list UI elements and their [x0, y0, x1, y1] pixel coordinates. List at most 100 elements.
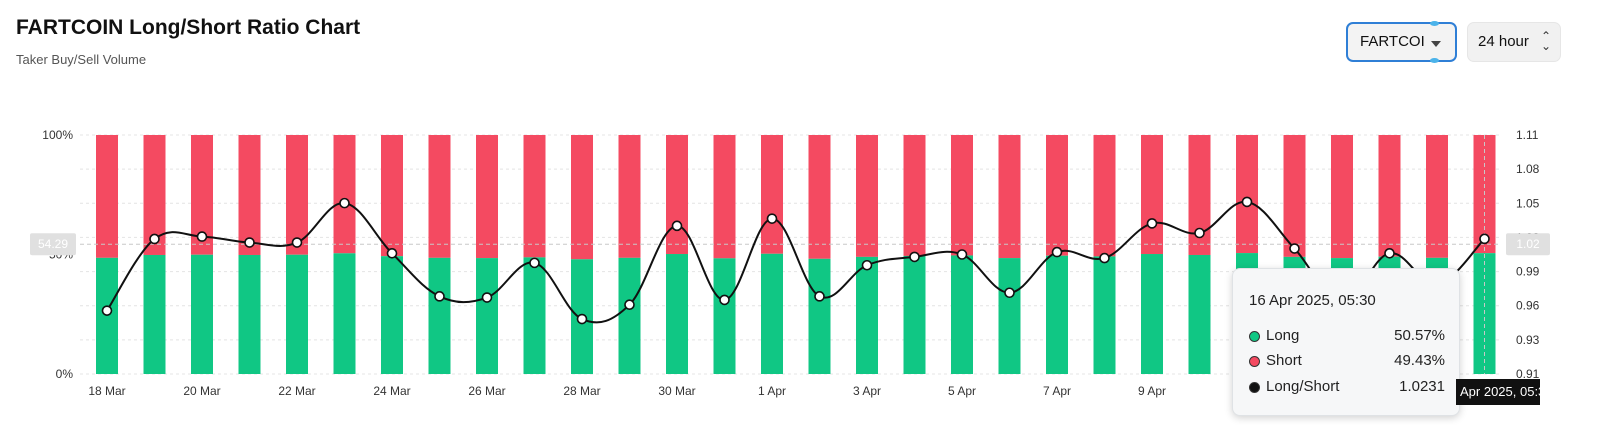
tooltip-label: Short [1266, 352, 1302, 369]
short-bar[interactable] [808, 135, 831, 259]
short-bar[interactable] [618, 135, 641, 258]
ratio-point[interactable] [481, 292, 493, 303]
short-swatch-icon [1249, 356, 1260, 367]
long-bar[interactable] [523, 257, 546, 374]
x-axis-tick: 9 Apr [1138, 384, 1166, 398]
ratio-point[interactable] [149, 233, 160, 245]
ratio-point[interactable] [291, 237, 303, 248]
short-bar[interactable] [1141, 135, 1163, 255]
ratio-point[interactable] [1051, 246, 1063, 258]
ratio-point[interactable] [244, 237, 255, 248]
long-bar[interactable] [903, 255, 926, 374]
ratio-point[interactable] [1289, 243, 1300, 254]
long-bar[interactable] [808, 258, 831, 374]
short-bar[interactable] [381, 135, 403, 257]
ratio-point[interactable] [1194, 227, 1205, 239]
long-bar[interactable] [761, 253, 783, 374]
short-bar[interactable] [761, 135, 783, 254]
short-bar[interactable] [666, 135, 688, 255]
interval-select[interactable]: 24 hour ⌃ ⌄ [1467, 22, 1561, 62]
short-bar[interactable] [951, 135, 973, 256]
long-bar[interactable] [951, 255, 973, 374]
resize-handle-top[interactable] [1430, 21, 1439, 26]
short-bar[interactable] [1331, 135, 1353, 259]
ratio-point[interactable] [1004, 287, 1015, 299]
ratio-point[interactable] [766, 213, 778, 224]
long-bar[interactable] [1093, 256, 1116, 374]
short-bar[interactable] [523, 135, 546, 258]
short-bar[interactable] [1378, 135, 1401, 257]
ratio-point[interactable] [339, 197, 350, 209]
long-bar[interactable] [618, 257, 641, 374]
ratio-point[interactable] [386, 248, 398, 259]
short-bar[interactable] [998, 135, 1021, 259]
ratio-point[interactable] [719, 294, 730, 306]
long-bar[interactable] [191, 254, 213, 374]
short-bar[interactable] [428, 135, 451, 258]
y-axis-left-tick: 100% [42, 128, 73, 142]
ratio-point[interactable] [861, 259, 873, 271]
ratio-point[interactable] [814, 291, 825, 302]
coin-select-value: FARTCOI [1360, 33, 1425, 50]
long-bar[interactable] [143, 254, 166, 374]
ratio-point[interactable] [196, 231, 208, 242]
short-bar[interactable] [286, 135, 308, 255]
long-bar[interactable] [1141, 254, 1163, 374]
resize-handle-bottom[interactable] [1430, 58, 1439, 63]
ratio-point[interactable] [576, 313, 588, 325]
short-bar[interactable] [856, 135, 878, 257]
long-bar[interactable] [428, 257, 451, 374]
long-bar[interactable] [286, 254, 308, 374]
short-bar[interactable] [1093, 135, 1116, 257]
ratio-point[interactable] [529, 257, 540, 269]
x-axis-tick: 30 Mar [658, 384, 695, 398]
tooltip-label: Long/Short [1266, 378, 1340, 395]
short-bar[interactable] [903, 135, 926, 256]
short-bar[interactable] [238, 135, 261, 255]
long-bar[interactable] [476, 258, 498, 374]
ratio-point[interactable] [624, 299, 635, 310]
ratio-point[interactable] [1384, 248, 1395, 259]
ratio-point[interactable] [434, 291, 445, 302]
long-bar[interactable] [856, 256, 878, 374]
y-axis-left-marker: 54.29 [38, 237, 68, 251]
short-bar[interactable] [143, 135, 166, 255]
short-bar[interactable] [1426, 135, 1448, 258]
ratio-point[interactable] [909, 251, 920, 263]
ratio-point[interactable] [1099, 252, 1110, 264]
short-bar[interactable] [476, 135, 498, 259]
long-bar[interactable] [381, 256, 403, 374]
y-axis-right-tick: 1.08 [1516, 162, 1540, 176]
ratio-point[interactable] [956, 249, 968, 260]
x-axis-tick: 5 Apr [948, 384, 976, 398]
y-axis-right-tick: 0.99 [1516, 265, 1540, 279]
short-bar[interactable] [191, 135, 213, 255]
short-bar[interactable] [1283, 135, 1306, 257]
crosshair-timestamp: Apr 2025, 05:30 [1456, 379, 1540, 405]
short-bar[interactable] [333, 135, 356, 254]
ratio-point[interactable] [1241, 196, 1253, 208]
tooltip-row-long: Long 50.57% [1249, 327, 1445, 347]
ratio-point[interactable] [1479, 233, 1490, 245]
short-bar[interactable] [1046, 135, 1068, 256]
y-axis-right-tick: 0.91 [1516, 367, 1540, 381]
long-bar[interactable] [998, 258, 1021, 374]
long-bar[interactable] [333, 253, 356, 374]
short-bar[interactable] [1188, 135, 1211, 255]
long-bar[interactable] [1188, 254, 1211, 374]
page-subtitle: Taker Buy/Sell Volume [16, 52, 147, 67]
short-bar[interactable] [713, 135, 736, 259]
x-axis-tick: 28 Mar [563, 384, 600, 398]
ratio-point[interactable] [671, 220, 683, 232]
long-bar[interactable] [238, 254, 261, 374]
long-bar[interactable] [713, 258, 736, 374]
coin-select[interactable]: FARTCOI [1346, 21, 1457, 63]
long-bar[interactable] [666, 254, 688, 374]
long-swatch-icon [1249, 331, 1260, 342]
short-bar[interactable] [96, 135, 118, 258]
short-bar[interactable] [571, 135, 593, 260]
short-bar[interactable] [1236, 135, 1258, 254]
ratio-point[interactable] [1146, 218, 1158, 229]
long-bar[interactable] [1046, 255, 1068, 374]
ratio-point[interactable] [101, 305, 113, 316]
